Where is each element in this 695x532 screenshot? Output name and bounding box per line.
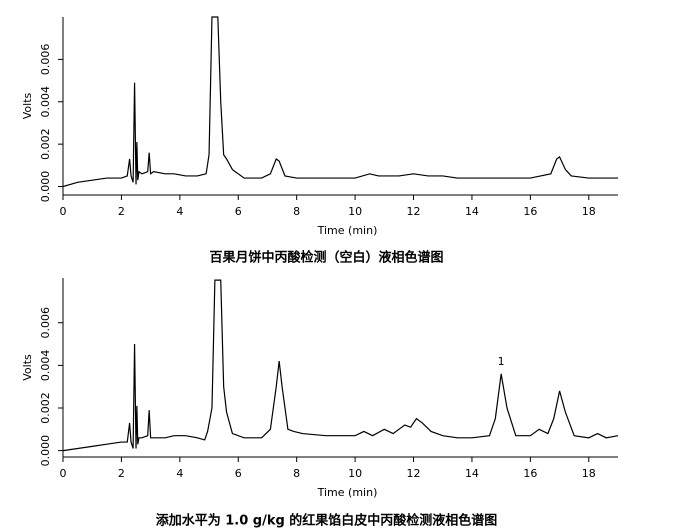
x-axis-label: Time (min) [317, 486, 378, 499]
y-axis-label: Volts [21, 354, 34, 381]
x-tick-label: 14 [465, 467, 479, 480]
x-tick-label: 16 [523, 467, 537, 480]
peak-label: 1 [498, 355, 505, 368]
x-axis-label: Time (min) [317, 224, 378, 237]
x-tick-label: 6 [235, 467, 242, 480]
y-tick-label: 0.000 [39, 171, 52, 203]
y-tick-label: 0.004 [39, 350, 52, 382]
x-tick-label: 4 [176, 205, 183, 218]
x-tick-label: 18 [582, 205, 596, 218]
x-tick-label: 10 [348, 467, 362, 480]
y-tick-label: 0.000 [39, 435, 52, 467]
x-tick-label: 2 [118, 205, 125, 218]
x-tick-label: 18 [582, 467, 596, 480]
y-tick-label: 0.004 [39, 86, 52, 118]
x-tick-label: 6 [235, 205, 242, 218]
x-tick-label: 12 [407, 467, 421, 480]
caption: 添加水平为 1.0 g/kg 的红果馅白皮中丙酸检测液相色谱图 [156, 513, 498, 529]
x-tick-label: 8 [293, 467, 300, 480]
x-tick-label: 4 [176, 467, 183, 480]
x-tick-label: 0 [60, 467, 67, 480]
trace [63, 279, 618, 452]
x-tick-label: 2 [118, 467, 125, 480]
trace [63, 16, 618, 188]
x-tick-label: 0 [60, 205, 67, 218]
y-tick-label: 0.002 [39, 392, 52, 424]
x-tick-label: 16 [523, 205, 537, 218]
y-tick-label: 0.006 [39, 307, 52, 339]
caption: 百果月饼中丙酸检测（空白）液相色谱图 [209, 250, 443, 266]
y-tick-label: 0.002 [39, 128, 52, 160]
y-tick-label: 0.006 [39, 44, 52, 76]
x-tick-label: 8 [293, 205, 300, 218]
x-tick-label: 10 [348, 205, 362, 218]
x-tick-label: 12 [407, 205, 421, 218]
y-axis-label: Volts [21, 92, 34, 119]
x-tick-label: 14 [465, 205, 479, 218]
